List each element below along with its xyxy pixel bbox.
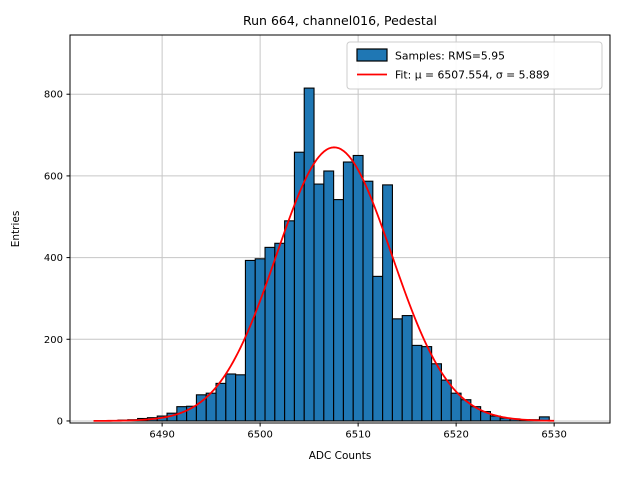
- y-tick-label: 400: [44, 253, 63, 264]
- histogram-bar: [334, 200, 344, 421]
- x-tick-label: 6510: [345, 430, 370, 441]
- legend-fit-label: Fit: μ = 6507.554, σ = 5.889: [395, 69, 550, 82]
- legend-samples-label: Samples: RMS=5.95: [395, 50, 505, 63]
- y-tick-label: 600: [44, 171, 63, 182]
- histogram-bar: [226, 374, 236, 421]
- chart-title: Run 664, channel016, Pedestal: [243, 13, 437, 28]
- histogram-bar: [451, 393, 461, 421]
- histogram-bars: [108, 88, 549, 421]
- histogram-bar: [373, 276, 383, 421]
- histogram-bar: [412, 345, 422, 421]
- x-tick-label: 6530: [541, 430, 566, 441]
- histogram-bar: [432, 364, 442, 421]
- legend: Samples: RMS=5.95 Fit: μ = 6507.554, σ =…: [347, 42, 602, 89]
- y-tick-label: 200: [44, 335, 63, 346]
- histogram-bar: [383, 185, 393, 421]
- y-tick-label: 0: [57, 416, 63, 427]
- legend-samples-swatch: [357, 49, 387, 61]
- histogram-bar: [236, 375, 246, 421]
- histogram-bar: [392, 319, 402, 421]
- x-axis-label: ADC Counts: [309, 450, 372, 462]
- histogram-bar: [255, 259, 265, 421]
- histogram-bar: [314, 184, 324, 421]
- histogram-bar: [245, 260, 255, 421]
- histogram-bar: [343, 162, 353, 421]
- histogram-bar: [216, 383, 226, 421]
- y-tick-label: 800: [44, 90, 63, 101]
- x-tick-label: 6520: [443, 430, 468, 441]
- histogram-bar: [275, 243, 285, 421]
- histogram-bar: [304, 88, 314, 421]
- x-tick-label: 6500: [247, 430, 272, 441]
- histogram-bar: [363, 181, 373, 421]
- histogram-bar: [402, 316, 412, 421]
- histogram-bar: [441, 380, 451, 421]
- histogram-bar: [353, 155, 363, 420]
- y-axis-label: Entries: [10, 211, 22, 248]
- histogram-bar: [285, 221, 295, 421]
- x-tick-label: 6490: [149, 430, 174, 441]
- histogram-bar: [422, 347, 432, 421]
- histogram-bar: [324, 171, 334, 421]
